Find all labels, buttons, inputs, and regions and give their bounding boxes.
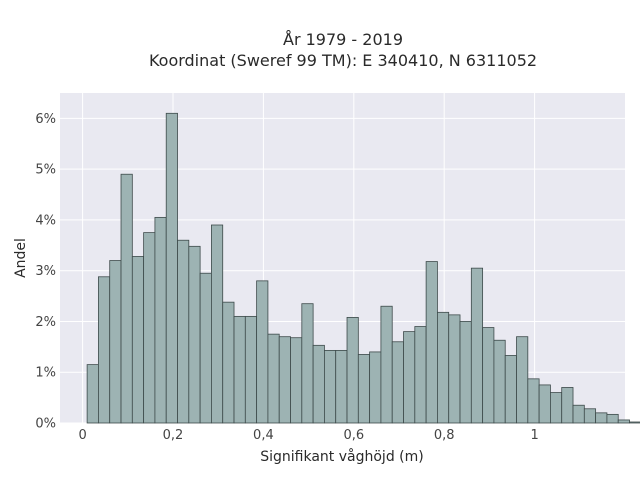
histogram-bar <box>199 272 212 424</box>
histogram-bar <box>448 314 461 424</box>
y-tick-label: 4% <box>35 213 56 228</box>
y-tick-label: 1% <box>35 366 56 381</box>
histogram-bar <box>335 349 348 424</box>
histogram-bar <box>256 280 269 424</box>
histogram-bar <box>550 392 563 424</box>
x-axis-ticks: 0 0,2 0,4 0,6 0,8 1 <box>78 428 538 443</box>
histogram-bar <box>278 336 291 424</box>
histogram-bar <box>324 349 337 424</box>
histogram-bar <box>425 261 438 424</box>
histogram-bar <box>470 267 484 424</box>
histogram-bar <box>414 326 427 424</box>
y-tick-label: 6% <box>35 112 56 127</box>
x-tick-label: 1 <box>530 428 538 443</box>
x-tick-label: 0 <box>78 428 86 443</box>
y-tick-label: 5% <box>35 163 56 178</box>
histogram-bar <box>380 305 393 424</box>
histogram-bar <box>86 364 99 424</box>
histogram-bar <box>165 112 178 424</box>
histogram-bar <box>437 311 450 424</box>
histogram-bar <box>143 232 156 424</box>
histogram-bar <box>516 336 529 424</box>
chart-title-line1: År 1979 - 2019 <box>283 30 403 49</box>
histogram-bar <box>120 173 133 424</box>
histogram-bar <box>131 256 145 424</box>
histogram-bar <box>572 404 585 424</box>
histogram-bar <box>346 316 359 424</box>
bars <box>86 112 640 424</box>
chart-title-line2: Koordinat (Sweref 99 TM): E 340410, N 63… <box>149 51 537 70</box>
histogram-bar <box>98 276 111 424</box>
x-tick-label: 0,2 <box>163 428 184 443</box>
x-tick-label: 0,6 <box>343 428 364 443</box>
histogram-bar <box>211 224 224 424</box>
histogram-bar <box>595 412 608 424</box>
histogram-bar <box>188 245 201 424</box>
histogram-bar <box>403 331 416 424</box>
histogram-bar <box>538 384 551 424</box>
histogram-bar <box>312 344 325 424</box>
x-axis-label: Signifikant våghöjd (m) <box>260 448 423 465</box>
x-tick-label: 0,4 <box>253 428 274 443</box>
histogram-bar <box>222 301 235 424</box>
histogram-bar <box>290 337 303 424</box>
histogram-bar <box>629 421 640 424</box>
histogram-bar <box>493 339 506 424</box>
histogram-bar <box>301 303 314 424</box>
histogram-bar <box>233 315 246 424</box>
y-axis-label: Andel <box>13 238 29 278</box>
histogram-bar <box>527 378 540 424</box>
histogram-bar <box>459 321 472 424</box>
y-tick-label: 3% <box>35 264 56 279</box>
histogram-bar <box>606 413 619 424</box>
histogram-bar <box>109 260 122 424</box>
histogram-bar <box>561 387 574 424</box>
histogram-bar <box>267 333 280 424</box>
y-tick-label: 0% <box>35 417 56 432</box>
histogram-bar <box>583 408 597 424</box>
y-tick-label: 2% <box>35 315 56 330</box>
histogram-bar <box>177 239 190 424</box>
histogram-bar <box>504 355 517 424</box>
histogram-bar <box>357 354 371 424</box>
histogram-bar <box>617 419 630 424</box>
histogram-bar <box>154 216 167 424</box>
histogram-bar <box>391 341 404 424</box>
y-axis-ticks: 0% 1% 2% 3% 4% 5% 6% <box>35 112 56 432</box>
histogram-bar <box>482 327 495 424</box>
x-tick-label: 0,8 <box>434 428 455 443</box>
histogram-bar <box>244 315 258 424</box>
histogram-bar <box>369 351 382 424</box>
